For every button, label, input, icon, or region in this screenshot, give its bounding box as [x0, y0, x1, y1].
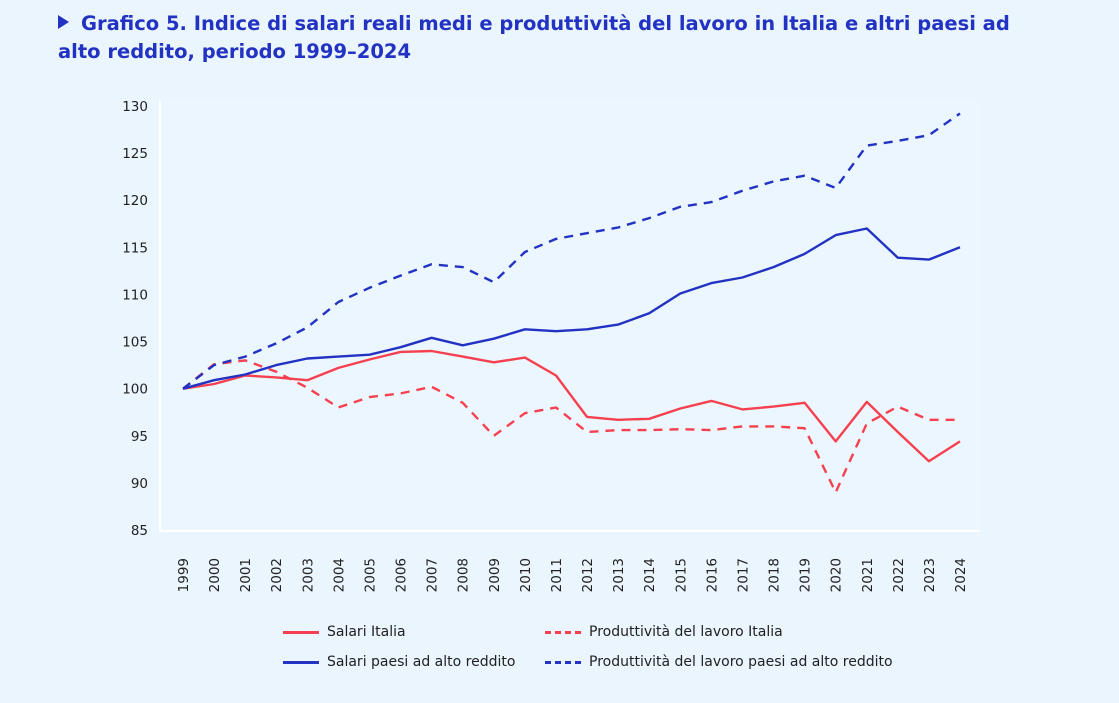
- x-tick-label: 2015: [673, 558, 689, 592]
- plot-area: [160, 100, 980, 532]
- x-tick-label: 2010: [518, 558, 534, 592]
- legend-label: Salari Italia: [327, 624, 406, 640]
- x-tick-label: 2024: [953, 558, 969, 592]
- x-tick-label: 2018: [767, 558, 783, 592]
- legend-swatch: [545, 630, 581, 634]
- x-tick-label: 2021: [860, 558, 876, 592]
- y-tick-label: 115: [122, 240, 148, 256]
- x-tick-label: 2000: [207, 558, 223, 592]
- legend-swatch: [545, 660, 581, 664]
- x-tick-label: 1999: [176, 558, 192, 592]
- series-line-0: [182, 349, 961, 463]
- x-tick-label: 2023: [922, 558, 938, 592]
- legend-label: Produttività del lavoro Italia: [589, 624, 783, 640]
- legend-label: Salari paesi ad alto reddito: [327, 654, 516, 670]
- chart-title-text: Grafico 5. Indice di salari reali medi e…: [58, 12, 1010, 63]
- x-tick-label: 2005: [362, 558, 378, 592]
- x-tick-label: 2022: [891, 558, 907, 592]
- x-tick-label: 2008: [456, 558, 472, 592]
- x-tick-label: 2020: [829, 558, 845, 592]
- x-tick-label: 2007: [425, 558, 441, 592]
- x-tick-label: 2012: [580, 558, 596, 592]
- triangle-bullet-icon: [58, 15, 69, 29]
- x-tick-label: 2011: [549, 558, 565, 592]
- x-tick-label: 2006: [394, 558, 410, 592]
- y-tick-label: 130: [122, 99, 148, 115]
- legend-item: Salari paesi ad alto reddito: [283, 654, 515, 670]
- legend-swatch: [283, 660, 319, 664]
- y-tick-label: 120: [122, 193, 148, 209]
- x-tick-label: 2001: [238, 558, 254, 592]
- y-tick-label: 100: [122, 382, 148, 398]
- y-tick-label: 95: [131, 429, 148, 445]
- y-tick-label: 85: [131, 523, 148, 539]
- x-tick-label: 2003: [300, 558, 316, 592]
- x-tick-label: 2002: [269, 558, 285, 592]
- x-tick-label: 2016: [704, 558, 720, 592]
- y-tick-label: 90: [131, 476, 148, 492]
- series-line-3: [182, 112, 961, 390]
- legend-item: Produttività del lavoro paesi ad alto re…: [545, 654, 893, 670]
- x-tick-label: 2017: [735, 558, 751, 592]
- x-tick-label: 2009: [487, 558, 503, 592]
- legend-swatch: [283, 630, 319, 634]
- x-tick-label: 2004: [331, 558, 347, 592]
- y-tick-label: 110: [122, 287, 148, 303]
- y-tick-label: 125: [122, 146, 148, 162]
- x-tick-label: 2013: [611, 558, 627, 592]
- legend-label: Produttività del lavoro paesi ad alto re…: [589, 654, 893, 670]
- series-line-1: [182, 359, 960, 494]
- x-tick-label: 2014: [642, 558, 658, 592]
- y-tick-label: 105: [122, 335, 148, 351]
- x-tick-label: 2019: [798, 558, 814, 592]
- legend-item: Salari Italia: [283, 624, 406, 640]
- series-line-2: [182, 227, 961, 390]
- legend-item: Produttività del lavoro Italia: [545, 624, 783, 640]
- chart-title: Grafico 5. Indice di salari reali medi e…: [58, 10, 1058, 66]
